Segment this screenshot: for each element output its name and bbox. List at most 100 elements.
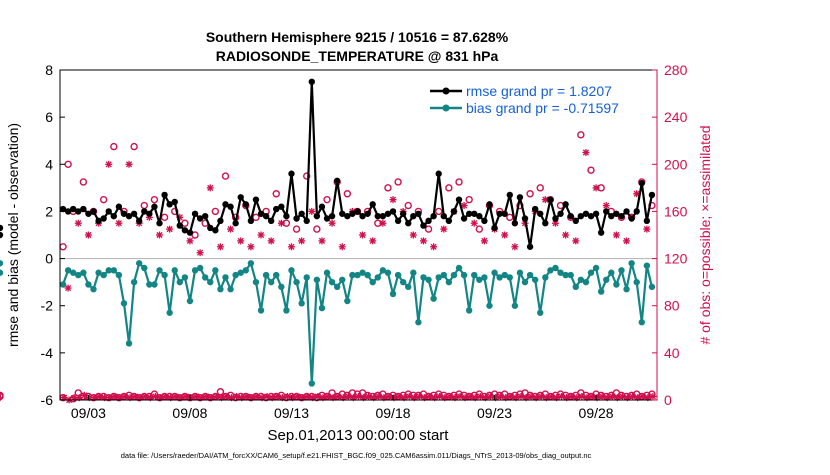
rmse-point bbox=[293, 215, 300, 222]
obs-assimilated-point bbox=[359, 231, 367, 239]
rmse-point bbox=[445, 217, 453, 225]
bias-point bbox=[186, 297, 194, 305]
obs-assimilated-point bbox=[623, 237, 631, 245]
bias-point bbox=[288, 267, 295, 274]
obs-possible-point bbox=[465, 195, 473, 204]
obs-assimilated-point bbox=[111, 392, 119, 400]
rmse-point bbox=[125, 212, 133, 220]
obs-assimilated-point bbox=[541, 196, 549, 204]
obs-possible-point bbox=[130, 142, 138, 151]
obs-assimilated-point bbox=[222, 392, 230, 400]
bias-point bbox=[156, 267, 163, 274]
obs-assimilated-point bbox=[283, 392, 291, 400]
bias-point bbox=[75, 271, 82, 279]
bias-point bbox=[491, 269, 498, 276]
rmse-point bbox=[465, 210, 473, 217]
obs-assimilated-point bbox=[257, 231, 265, 239]
bias-point bbox=[141, 264, 148, 272]
bias-point bbox=[328, 278, 336, 286]
rmse-point bbox=[166, 201, 173, 208]
bias-point bbox=[85, 281, 92, 288]
obs-assimilated-point bbox=[172, 392, 180, 400]
bias-point bbox=[201, 274, 209, 281]
obs-assimilated-point bbox=[96, 392, 104, 400]
obs-assimilated-point bbox=[308, 207, 316, 215]
rmse-point bbox=[59, 205, 67, 213]
obs-assimilated-point bbox=[328, 219, 336, 227]
obs-assimilated-point bbox=[216, 243, 224, 251]
y2-tick-label: 40 bbox=[664, 345, 680, 361]
bias-point bbox=[110, 267, 118, 274]
bias-point bbox=[161, 271, 168, 279]
rmse-point bbox=[643, 217, 651, 225]
obs-assimilated-point bbox=[334, 392, 342, 400]
bias-point bbox=[146, 281, 153, 288]
bias-point bbox=[603, 276, 610, 283]
obs-assimilated-point bbox=[277, 219, 285, 227]
obs-assimilated-point bbox=[298, 237, 306, 245]
obs-possible-point bbox=[455, 178, 463, 186]
obs-assimilated-point bbox=[558, 392, 566, 400]
rmse-point bbox=[64, 208, 72, 215]
bias-point bbox=[227, 286, 234, 293]
rmse-point bbox=[623, 208, 630, 215]
bias-point bbox=[557, 269, 564, 276]
bias-point bbox=[537, 309, 544, 316]
bias-point bbox=[273, 271, 280, 279]
bias-point bbox=[471, 271, 478, 279]
rmse-point bbox=[364, 210, 371, 217]
obs-assimilated-point bbox=[354, 392, 362, 400]
bias-point bbox=[394, 271, 402, 279]
bias-point bbox=[552, 264, 559, 272]
bias-point bbox=[572, 283, 579, 291]
obs-assimilated-point bbox=[202, 392, 210, 400]
rmse-point bbox=[344, 212, 351, 220]
bias-point bbox=[115, 271, 123, 279]
bias-point bbox=[232, 271, 239, 279]
obs-assimilated-point bbox=[318, 237, 326, 245]
obs-possible-point bbox=[140, 201, 148, 210]
bias-point bbox=[465, 307, 473, 314]
bias-point bbox=[526, 271, 534, 279]
rmse-point bbox=[333, 177, 341, 184]
bias-point bbox=[415, 319, 422, 326]
rmse-point bbox=[80, 205, 87, 213]
obs-possible-point bbox=[394, 178, 402, 186]
rmse-point bbox=[222, 201, 229, 208]
bias-point bbox=[95, 269, 102, 276]
rmse-point bbox=[354, 208, 361, 215]
rmse-point bbox=[415, 210, 422, 217]
obs-possible-point bbox=[526, 190, 534, 198]
obs-assimilated-point bbox=[527, 392, 535, 400]
bias-point bbox=[562, 271, 569, 279]
rmse-point bbox=[283, 212, 290, 220]
bias-point bbox=[486, 302, 493, 309]
rmse-point bbox=[176, 222, 184, 229]
bias-point bbox=[196, 264, 204, 272]
bias-point bbox=[567, 271, 574, 279]
y-tick-label: -4 bbox=[41, 345, 54, 361]
bias-point bbox=[531, 276, 539, 283]
obs-assimilated-point bbox=[476, 392, 484, 400]
obs-assimilated-point bbox=[618, 392, 626, 400]
rmse-point bbox=[638, 179, 645, 187]
bias-point bbox=[597, 288, 605, 295]
rmse-point bbox=[526, 243, 534, 250]
y2-tick-label: 200 bbox=[664, 156, 688, 172]
rmse-point bbox=[633, 208, 640, 215]
rmse-point bbox=[146, 210, 153, 217]
bias-point bbox=[369, 278, 376, 286]
rmse-point bbox=[567, 212, 574, 220]
bias-point bbox=[267, 278, 275, 286]
bias-point bbox=[516, 269, 524, 276]
legend: rmse grand pr = 1.8207 bias grand pr = -… bbox=[430, 83, 619, 116]
obs-possible-point bbox=[506, 213, 514, 222]
bias-point bbox=[171, 267, 178, 274]
bias-point bbox=[521, 278, 529, 286]
rmse-point bbox=[476, 212, 483, 220]
obs-possible-point bbox=[292, 225, 301, 233]
rmse-point bbox=[75, 208, 82, 215]
y2-tick-label: 120 bbox=[664, 251, 688, 267]
rmse-point bbox=[273, 205, 280, 213]
rmse-point bbox=[318, 203, 326, 210]
